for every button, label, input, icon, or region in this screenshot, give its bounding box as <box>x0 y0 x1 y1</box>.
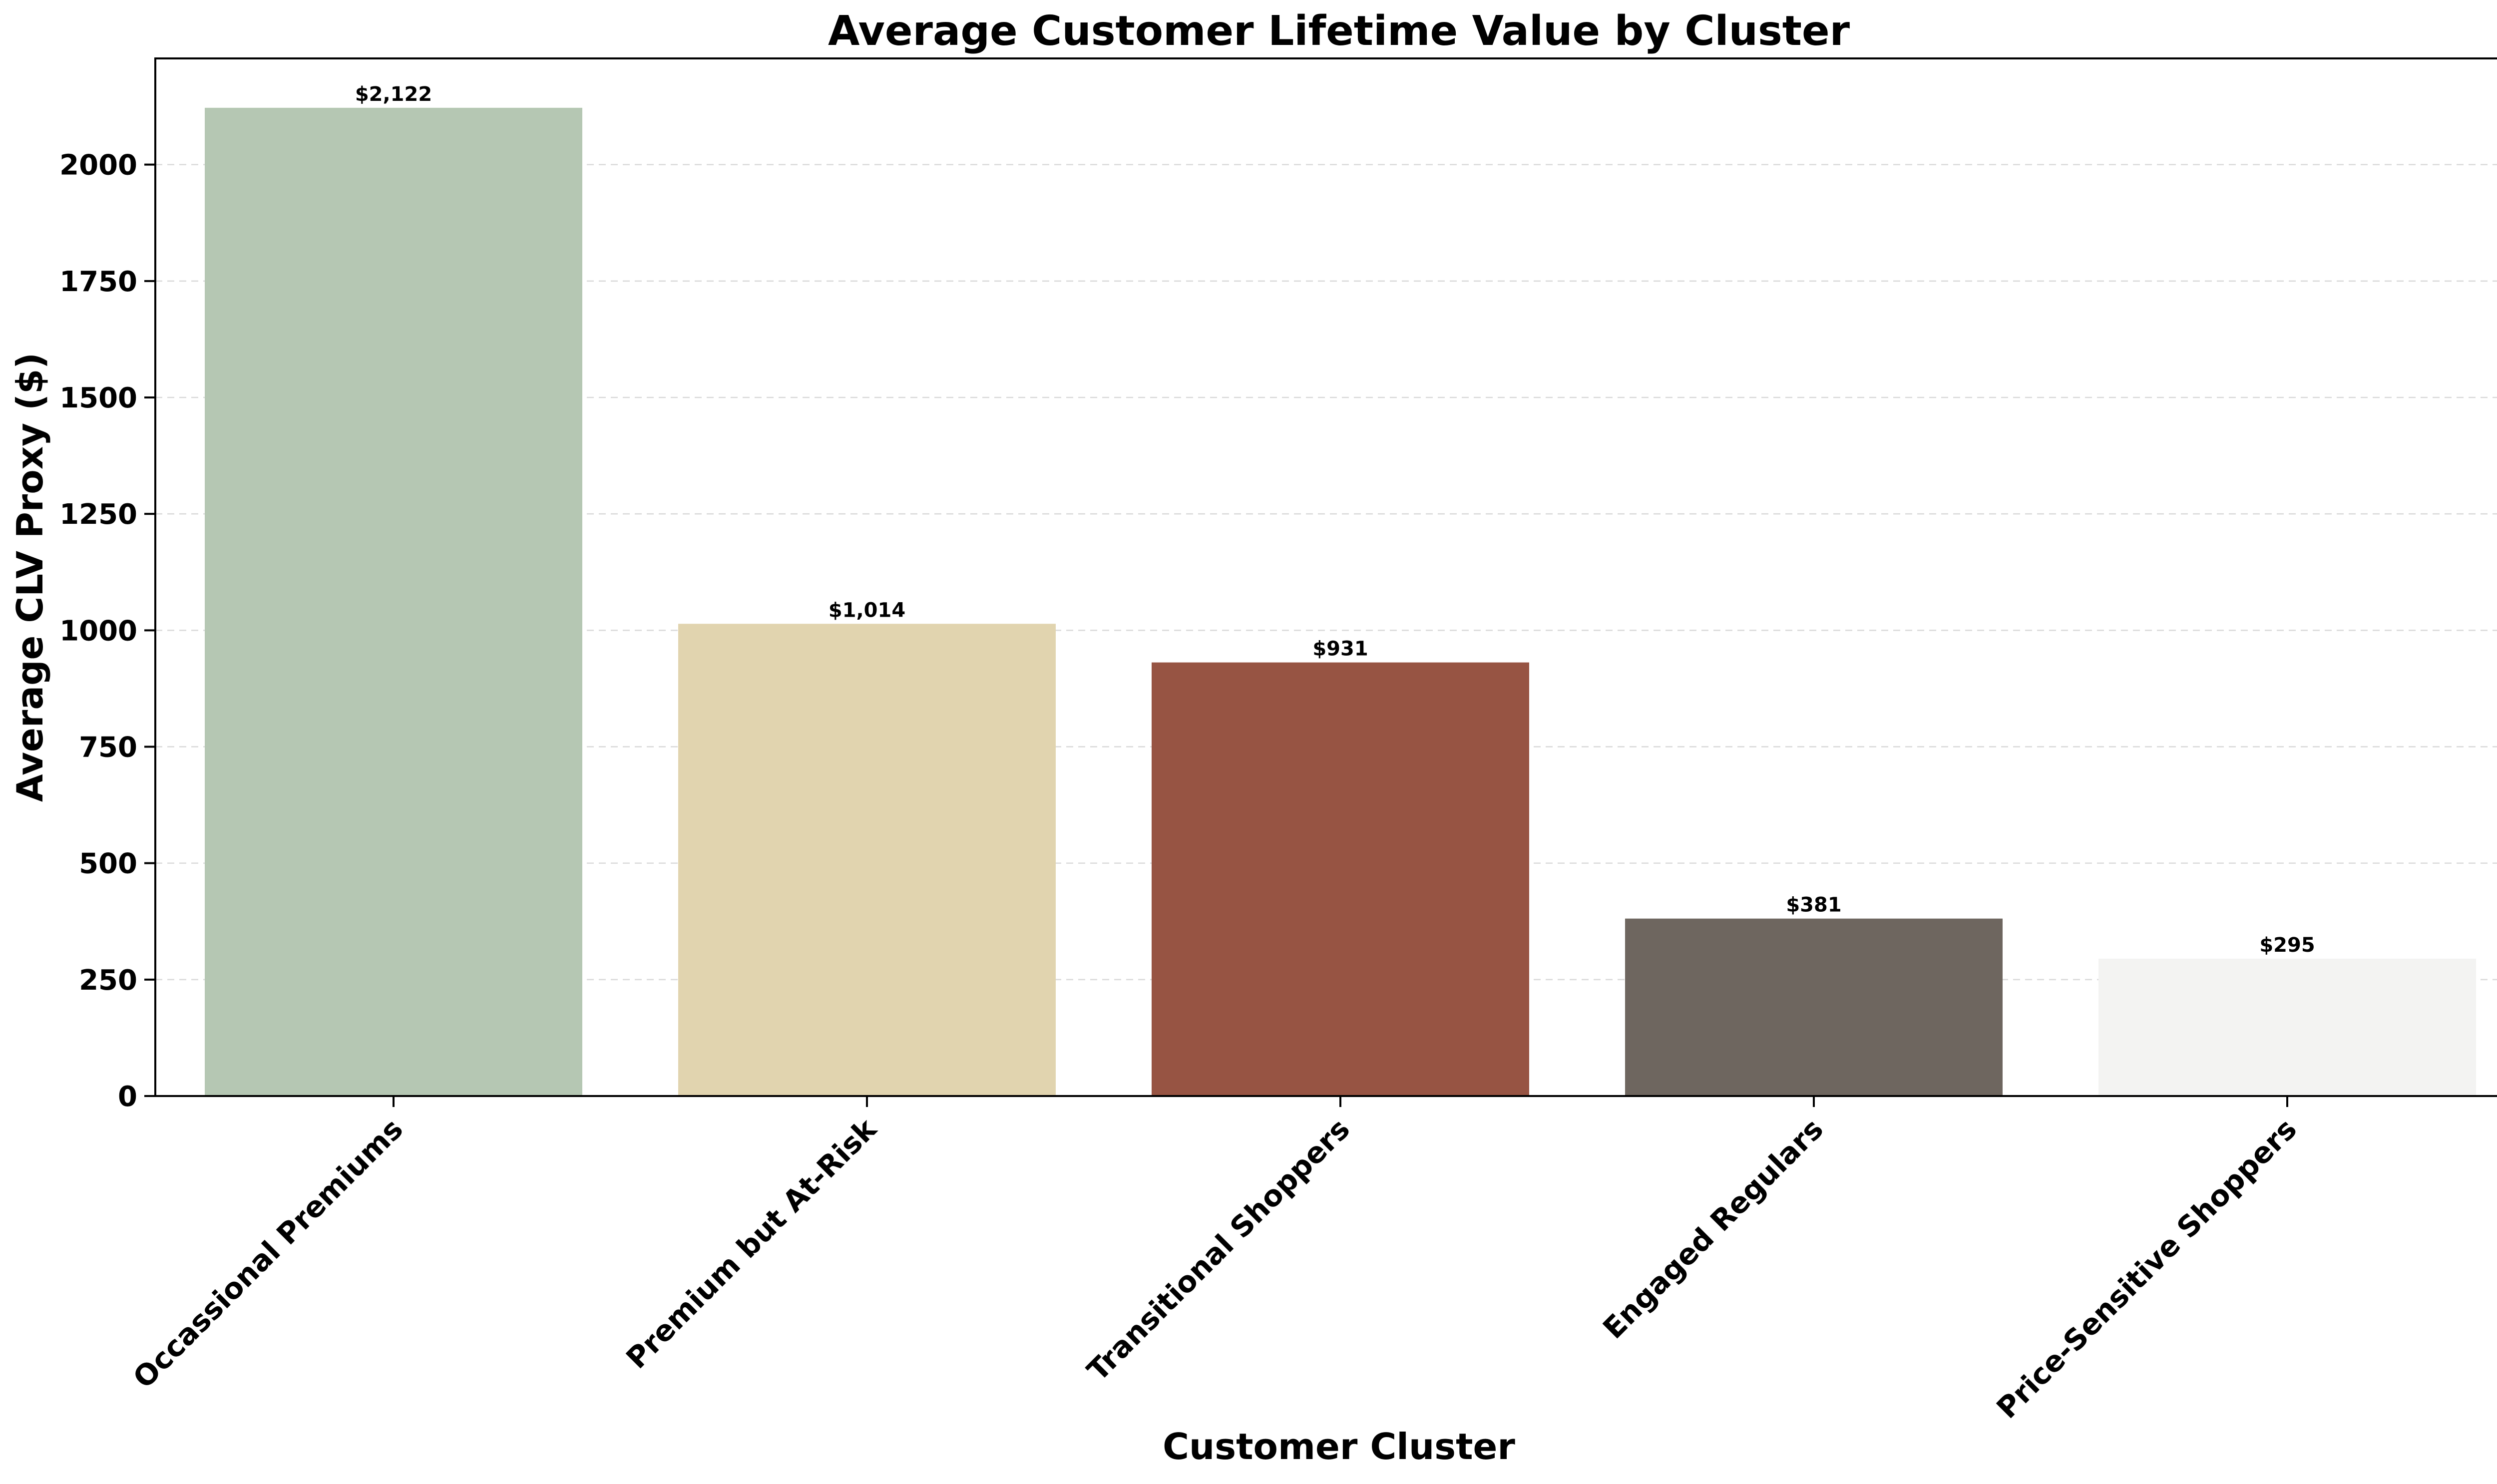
bar-data-label: $931 <box>1312 638 1368 661</box>
bars <box>205 107 2476 1097</box>
bar-data-label: $381 <box>1786 894 1841 917</box>
y-tick-label: 250 <box>79 964 137 997</box>
x-axis-label: Customer Cluster <box>1163 1426 1515 1468</box>
y-tick-label: 1250 <box>59 498 137 531</box>
y-axis-label: Average CLV Proxy ($) <box>9 353 51 802</box>
bar-data-label: $1,014 <box>829 599 905 622</box>
x-tick-label: Engaged Regulars <box>1596 1112 1829 1345</box>
bar <box>2098 958 2476 1096</box>
bar-data-label: $2,122 <box>355 83 432 106</box>
bar <box>1152 662 1529 1096</box>
x-tick-label: Premium but At-Risk <box>620 1112 883 1375</box>
x-tick-label: Transitional Shoppers <box>1081 1112 1356 1388</box>
x-tick-label: Occassional Premiums <box>126 1112 410 1395</box>
bar <box>205 107 582 1097</box>
data-labels: $2,122 $1,014 $931 $381 $295 <box>355 83 2315 957</box>
y-tick-label: 750 <box>79 731 137 763</box>
bar <box>678 624 1056 1096</box>
y-axis: 0 250 500 750 1000 1250 1500 1750 2000 <box>59 149 155 1113</box>
bar <box>1625 918 2003 1096</box>
y-tick-label: 0 <box>118 1081 137 1113</box>
plot-frame <box>154 57 2497 1097</box>
chart-title: Average Customer Lifetime Value by Clust… <box>828 7 1850 55</box>
x-tick-label: Price-Sensitive Shoppers <box>1990 1112 2303 1425</box>
x-axis: Occassional Premiums Premium but At-Risk T… <box>126 1096 2303 1425</box>
y-tick-label: 1750 <box>59 266 137 298</box>
y-tick-label: 1500 <box>59 382 137 414</box>
y-tick-label: 500 <box>79 848 137 880</box>
y-tick-label: 2000 <box>59 149 137 182</box>
bar-data-label: $295 <box>2259 934 2315 957</box>
y-tick-label: 1000 <box>59 615 137 647</box>
